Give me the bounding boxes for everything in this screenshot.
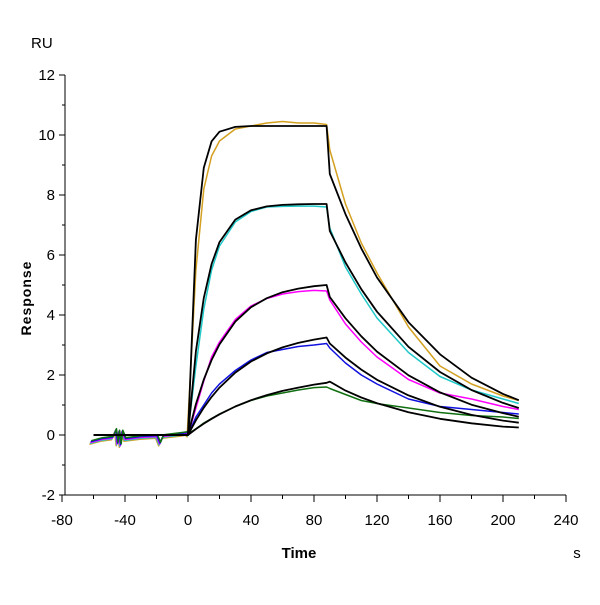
y-tick-label: 2 [47, 367, 55, 384]
x-tick-label: 160 [427, 512, 452, 529]
y-tick-label: 6 [47, 247, 55, 264]
y-unit-label: RU [31, 35, 53, 52]
fit-curve-2 [93, 203, 520, 436]
fit-curve-3 [93, 284, 519, 436]
x-tick-label: 0 [184, 512, 192, 529]
y-axis-title: Response [18, 261, 34, 336]
x-tick-label: 240 [553, 512, 578, 529]
observed-series-4 [90, 342, 519, 446]
fit-curve-5 [93, 380, 519, 436]
y-tick-label: 4 [47, 307, 55, 324]
x-tick-label: 40 [243, 512, 260, 529]
x-unit-label: s [573, 545, 581, 562]
y-tick-label: 12 [38, 67, 55, 84]
x-tick-label: 80 [306, 512, 323, 529]
x-tick-label: -40 [114, 512, 136, 529]
fit-curve-1 [93, 125, 520, 436]
fit-curve-4 [93, 336, 519, 436]
x-tick-label: 120 [364, 512, 389, 529]
y-tick-label: -2 [42, 487, 55, 504]
observed-series-3 [90, 289, 519, 447]
x-tick-label: -80 [51, 512, 73, 529]
series-layer [89, 120, 520, 449]
y-tick-label: 0 [47, 427, 55, 444]
y-tick-label: 8 [47, 187, 55, 204]
x-axis-title: Time [282, 545, 317, 562]
axes: -2 0 2 4 6 8 10 12 -80 -40 0 40 80 120 160 200 240 [38, 67, 578, 529]
x-tick-label: 200 [490, 512, 515, 529]
y-tick-label: 10 [38, 127, 55, 144]
